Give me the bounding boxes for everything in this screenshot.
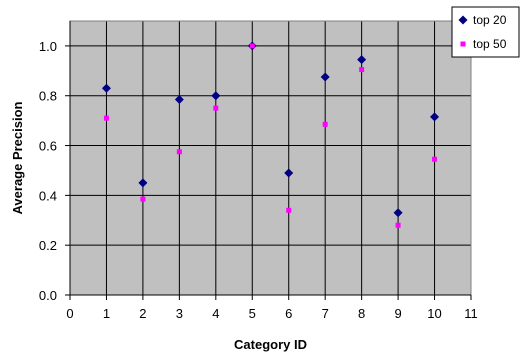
point-top-20 — [101, 83, 111, 93]
x-tick-label: 2 — [139, 306, 146, 321]
point-top-20 — [211, 91, 221, 101]
axes — [65, 21, 472, 300]
legend-label-top-20: top 20 — [473, 13, 507, 27]
point-top-20 — [430, 112, 440, 122]
point-top-20 — [174, 94, 184, 104]
plot-area — [70, 21, 471, 295]
x-tick-label: 3 — [176, 306, 183, 321]
point-top-50 — [286, 207, 292, 213]
x-tick-label: 10 — [427, 306, 441, 321]
x-tick-label: 8 — [358, 306, 365, 321]
point-top-20 — [393, 208, 403, 218]
x-tick-label: 9 — [394, 306, 401, 321]
legend-marker-top-20 — [458, 15, 468, 25]
x-tick-label: 7 — [322, 306, 329, 321]
y-tick-label: 1.0 — [39, 39, 57, 54]
legend-marker-top-50 — [460, 41, 466, 47]
legend-box — [451, 6, 520, 58]
y-tick-label: 0.8 — [39, 89, 57, 104]
point-top-50 — [213, 105, 219, 111]
point-top-20 — [357, 55, 367, 65]
x-tick-label: 5 — [249, 306, 256, 321]
legend-label-top-50: top 50 — [473, 37, 507, 51]
point-top-50 — [140, 196, 146, 202]
y-tick-label: 0.2 — [39, 238, 57, 253]
point-top-20 — [320, 72, 330, 82]
point-top-50 — [322, 121, 328, 127]
point-top-50 — [359, 67, 365, 73]
y-tick-label: 0.4 — [39, 188, 57, 203]
x-tick-label: 4 — [212, 306, 219, 321]
y-tick-label: 0.6 — [39, 139, 57, 154]
point-top-50 — [395, 222, 401, 228]
point-top-50 — [176, 149, 182, 155]
y-axis-title: Average Precision — [10, 101, 25, 214]
point-top-20 — [138, 178, 148, 188]
y-tick-label: 0.0 — [39, 288, 57, 303]
x-axis-title: Category ID — [234, 337, 307, 352]
point-top-20 — [284, 168, 294, 178]
legend: top 20 top 50 — [451, 6, 520, 58]
x-tick-label: 6 — [285, 306, 292, 321]
point-top-50 — [432, 156, 438, 162]
data-marks — [101, 41, 440, 228]
point-top-50 — [103, 115, 109, 121]
x-tick-label: 0 — [66, 306, 73, 321]
tick-labels: 0 1 2 3 4 5 6 7 8 9 10 11 0.0 0.2 0.4 0.6 0.8 1.0 — [39, 39, 478, 321]
x-tick-label: 1 — [103, 306, 110, 321]
point-top-50 — [249, 43, 255, 49]
x-tick-label: 11 — [464, 306, 478, 321]
